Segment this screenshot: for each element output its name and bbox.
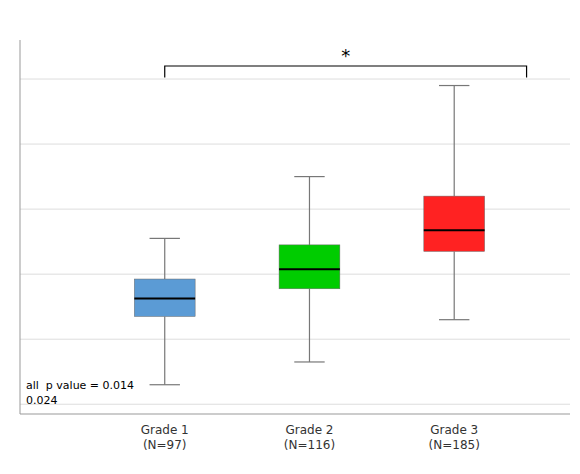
whisker-high [309, 177, 310, 245]
chart-container: Grade 1(N=97) Grade 2(N=116) Grade 3(N=185… [0, 0, 580, 474]
boxes [134, 86, 484, 385]
annotation: 0.024 [26, 394, 58, 407]
cap-high [294, 176, 324, 177]
grid [20, 79, 570, 404]
box-group [134, 238, 195, 384]
box-group [279, 177, 340, 362]
whisker-low [454, 251, 455, 319]
box [424, 196, 485, 251]
cap-high [439, 85, 469, 86]
grid-line [20, 404, 570, 405]
y-axis-line [20, 40, 21, 414]
box [279, 245, 340, 289]
whisker-high [454, 86, 455, 197]
bracket-star: * [341, 45, 350, 66]
median [424, 229, 485, 231]
box-group [424, 86, 485, 320]
x-tick-labels: Grade 1(N=97) Grade 2(N=116) Grade 3(N=185… [141, 423, 480, 452]
chart: Grade 1(N=97) Grade 2(N=116) Grade 3(N=185… [0, 0, 580, 474]
grid-line [20, 79, 570, 80]
grid-line [20, 209, 570, 210]
annotation: all p value = 0.014 [26, 379, 134, 392]
x-tick-label: Grade 3(N=185) [429, 423, 480, 452]
grid-line [20, 339, 570, 340]
median [134, 298, 195, 300]
grid-line [20, 144, 570, 145]
whisker-low [309, 289, 310, 362]
x-tick-label: Grade 2(N=116) [284, 423, 335, 452]
whisker-high [164, 238, 165, 279]
x-axis-line [20, 414, 570, 415]
whisker-low [164, 316, 165, 384]
significance-bracket: * [165, 45, 527, 77]
box [134, 279, 195, 316]
median [279, 268, 340, 270]
cap-high [150, 238, 180, 239]
x-tick-label: Grade 1(N=97) [141, 423, 189, 452]
annotations: all p value = 0.014 0.024 [26, 379, 134, 407]
cap-low [294, 361, 324, 362]
cap-low [439, 319, 469, 320]
bracket-line [165, 66, 527, 77]
cap-low [150, 384, 180, 385]
